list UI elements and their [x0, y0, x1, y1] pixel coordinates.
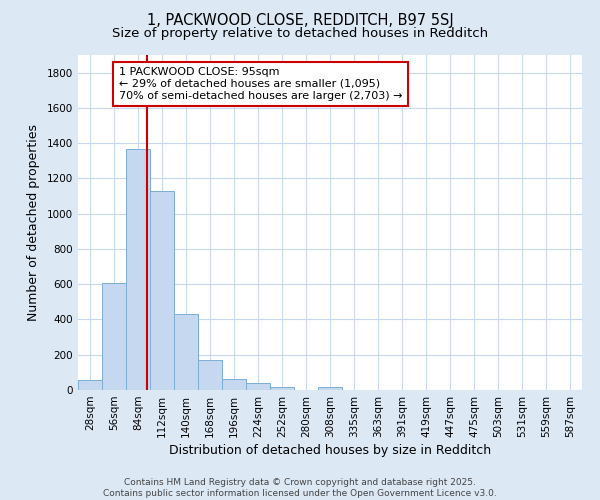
Text: 1 PACKWOOD CLOSE: 95sqm
← 29% of detached houses are smaller (1,095)
70% of semi: 1 PACKWOOD CLOSE: 95sqm ← 29% of detache… [119, 68, 403, 100]
Text: Size of property relative to detached houses in Redditch: Size of property relative to detached ho… [112, 28, 488, 40]
Bar [174, 314, 198, 390]
Bar [126, 150, 150, 390]
Text: Contains HM Land Registry data © Crown copyright and database right 2025.
Contai: Contains HM Land Registry data © Crown c… [103, 478, 497, 498]
Bar [102, 284, 126, 390]
Bar [78, 380, 102, 390]
Bar [198, 360, 222, 390]
Bar [318, 388, 342, 390]
X-axis label: Distribution of detached houses by size in Redditch: Distribution of detached houses by size … [169, 444, 491, 457]
Bar [150, 191, 174, 390]
Bar [222, 378, 246, 390]
Bar [246, 383, 270, 390]
Y-axis label: Number of detached properties: Number of detached properties [27, 124, 40, 321]
Bar [270, 388, 294, 390]
Text: 1, PACKWOOD CLOSE, REDDITCH, B97 5SJ: 1, PACKWOOD CLOSE, REDDITCH, B97 5SJ [146, 12, 454, 28]
